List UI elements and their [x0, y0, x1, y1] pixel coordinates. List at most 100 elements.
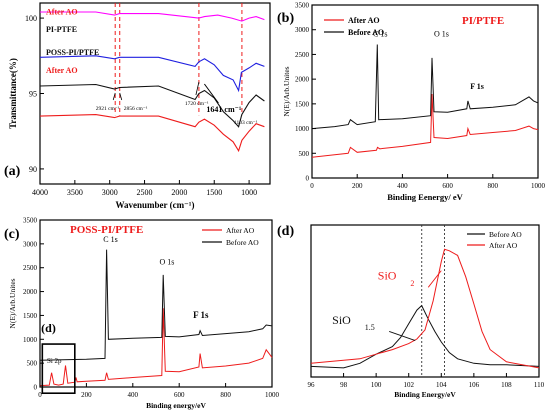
y-tick-label-b-1: 500 — [299, 150, 310, 158]
arrow-sio2 — [427, 270, 442, 288]
x-tick-label-d-1: 98 — [340, 381, 348, 389]
x-tick-label-b-2: 400 — [397, 182, 408, 190]
y-tick-label-c-3: 1500 — [23, 312, 38, 320]
legend-label-b-1: Before AO — [348, 28, 384, 37]
x-tick-label-d-4: 104 — [436, 381, 447, 389]
y-tick-label-b-6: 3000 — [295, 26, 310, 34]
annotation-c-0: C 1s — [103, 235, 117, 244]
panel-letter-c: (c) — [4, 227, 20, 242]
series-label-a-0: After AO — [46, 8, 78, 17]
panel-letter-b: (b) — [277, 11, 294, 26]
y-tick-label-b-0: 0 — [306, 175, 310, 183]
y-tick-label-c-1: 500 — [27, 360, 38, 368]
y-tick-label-a-1: 95 — [29, 90, 37, 99]
inset-letter-d: (d) — [41, 321, 56, 335]
legend-label-b-0: After AO — [348, 16, 380, 25]
x-tick-label-c-3: 600 — [174, 391, 185, 399]
x-tick-label-a-0: 4000 — [32, 188, 48, 197]
legend-label-c-1: Before AO — [226, 238, 259, 247]
y-tick-label-b-3: 1500 — [295, 100, 310, 108]
panel-d-frame — [310, 224, 540, 378]
series-line-d-1 — [310, 248, 540, 369]
x-axis-label-c: Binding energy/eV — [146, 401, 206, 410]
x-tick-label-a-5: 1500 — [206, 188, 222, 197]
annotation-d-2: SiO — [378, 269, 397, 283]
chart-title-b: PI/PTFE — [462, 15, 504, 27]
annotation-a-0: 2921 cm⁻¹ — [96, 106, 120, 112]
arrow-2856 — [119, 92, 123, 101]
annotation-b-0: C 1s — [373, 30, 387, 39]
y-tick-label-c-7: 3500 — [23, 217, 38, 225]
y-tick-label-b-2: 1000 — [295, 125, 310, 133]
arrow-2921 — [112, 92, 116, 101]
y-tick-label-b-7: 3500 — [295, 2, 310, 10]
y-tick-label-c-5: 2500 — [23, 264, 38, 272]
x-tick-label-d-5: 106 — [469, 381, 480, 389]
series-label-a-3: After AO — [46, 66, 78, 75]
y-tick-label-a-0: 90 — [29, 165, 37, 174]
annotation-a-1: 2856 cm⁻¹ — [124, 106, 148, 112]
y-axis-label-c: N(E)/Arb.Unites — [8, 278, 17, 328]
x-tick-label-b-0: 0 — [310, 182, 314, 190]
y-axis-label-b: N(E)/Arb.Unites — [282, 66, 291, 116]
x-tick-label-c-2: 400 — [128, 391, 139, 399]
series-line-d-0 — [310, 304, 540, 369]
x-tick-label-b-5: 1000 — [531, 182, 546, 190]
annotation-a-2: 1720 cm⁻¹ — [185, 101, 209, 107]
x-tick-label-a-1: 3500 — [67, 188, 83, 197]
x-axis-label-a: Wavenumber (cm⁻¹) — [115, 200, 194, 210]
chart-title-c: POSS-PI/PTFE — [70, 224, 143, 236]
series-line-a-0 — [40, 11, 265, 22]
arrow-1641 — [204, 83, 219, 104]
x-axis-label-b: Binding Eenergy/ eV — [387, 192, 463, 202]
y-axis-label-a: Transmittance(%) — [8, 58, 18, 129]
y-tick-label-c-4: 2000 — [23, 288, 38, 296]
annotation-c-2: F 1s — [193, 310, 209, 320]
series-line-a-2 — [39, 83, 265, 128]
si2p-inset-box — [41, 343, 76, 395]
x-tick-label-b-3: 600 — [442, 182, 453, 190]
x-tick-label-a-4: 2000 — [171, 188, 187, 197]
y-tick-label-b-5: 2500 — [295, 51, 310, 59]
x-tick-label-d-3: 102 — [403, 381, 414, 389]
x-tick-label-b-4: 800 — [488, 182, 499, 190]
series-line-b-1 — [311, 44, 539, 130]
y-tick-label-c-2: 1000 — [23, 336, 38, 344]
y-tick-label-c-0: 0 — [34, 384, 38, 392]
panel-b-frame — [311, 4, 539, 179]
panel-c: After AO Before AO POSS-PI/PTFE 0 200 400 600 8… — [4, 217, 280, 411]
x-tick-label-d-2: 100 — [371, 381, 382, 389]
panel-b: After AO Before AO PI/PTFE 0 200 400 600 800 100… — [277, 2, 546, 203]
arrow-sio15 — [389, 330, 416, 341]
annotation-c-3: Si 2p — [47, 357, 62, 365]
annotation-b-1: O 1s — [434, 30, 449, 39]
x-tick-label-c-1: 200 — [81, 391, 92, 399]
x-tick-label-c-5: 1000 — [265, 391, 280, 399]
annotation-d-3: 2 — [410, 279, 414, 288]
x-tick-label-c-4: 800 — [220, 391, 231, 399]
annotation-b-2: F 1s — [470, 82, 484, 91]
series-line-c-0 — [39, 308, 273, 387]
legend-label-c-0: After AO — [226, 226, 255, 235]
annotation-c-1: O 1s — [159, 258, 174, 267]
x-tick-label-d-6: 108 — [501, 381, 512, 389]
annotation-a-4: 1103 cm⁻¹ — [234, 120, 258, 126]
panel-d: Before AO After AO 96 98 100 102 104 106 108 110 B… — [277, 224, 545, 399]
series-label-a-1: PI-PTFE — [46, 25, 77, 34]
y-tick-label-b-4: 2000 — [295, 76, 310, 84]
series-line-a-3 — [39, 114, 265, 153]
arrow-1720 — [195, 81, 200, 96]
legend-label-d-0: Before AO — [489, 230, 522, 239]
x-tick-label-b-1: 200 — [352, 182, 363, 190]
series-line-b-0 — [311, 93, 539, 158]
panel-letter-d: (d) — [277, 224, 294, 239]
y-tick-label-a-2: 100 — [25, 14, 37, 23]
y-tick-label-c-6: 3000 — [23, 240, 38, 248]
annotation-d-1: 1.5 — [365, 323, 375, 332]
annotation-d-0: SiO — [332, 313, 351, 327]
x-tick-label-a-2: 3000 — [102, 188, 118, 197]
x-tick-label-d-7: 110 — [534, 381, 545, 389]
x-tick-label-a-3: 2500 — [137, 188, 153, 197]
panel-a: After AO PI-PTFE POSS-PI/PTFE After AO 4000 3… — [4, 2, 271, 210]
